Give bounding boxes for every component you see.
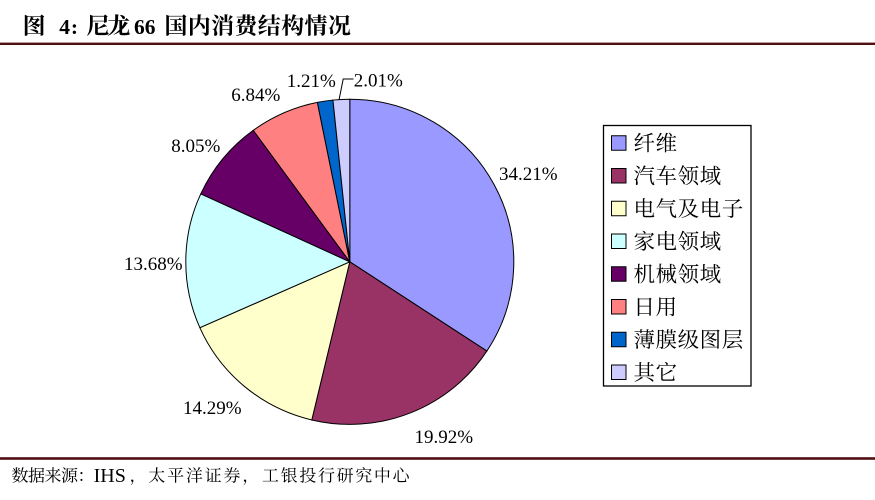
svg-text:8.05%: 8.05%: [171, 136, 220, 157]
svg-text:IHS: IHS: [94, 465, 126, 487]
svg-text:6.84%: 6.84%: [231, 85, 280, 106]
svg-text:2.01%: 2.01%: [354, 70, 403, 91]
svg-text:13.68%: 13.68%: [124, 254, 183, 275]
svg-text:66: 66: [134, 15, 156, 39]
svg-text:19.92%: 19.92%: [415, 427, 474, 448]
svg-text:4:: 4:: [59, 15, 79, 39]
svg-text:1.21%: 1.21%: [287, 71, 336, 92]
svg-text:14.29%: 14.29%: [183, 398, 242, 419]
svg-text:34.21%: 34.21%: [499, 164, 558, 185]
